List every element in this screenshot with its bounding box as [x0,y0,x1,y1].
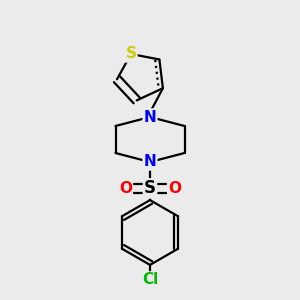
Text: N: N [144,154,156,169]
Text: S: S [144,179,156,197]
Text: S: S [125,46,136,62]
Text: O: O [119,181,132,196]
Text: Cl: Cl [142,272,158,287]
Text: N: N [144,110,156,124]
Text: O: O [168,181,181,196]
